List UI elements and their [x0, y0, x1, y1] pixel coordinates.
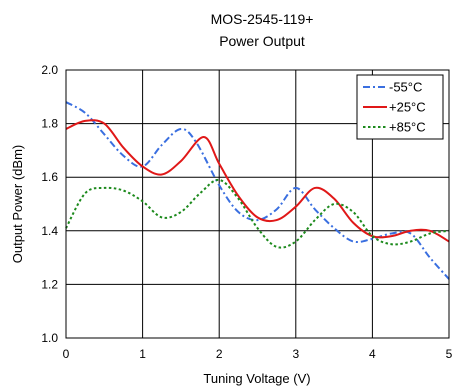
x-tick-label: 2	[216, 347, 223, 361]
legend-label-minus55c: -55°C	[389, 80, 422, 95]
y-tick-label: 1.6	[41, 170, 58, 184]
legend-label-plus25c: +25°C	[389, 100, 426, 115]
tick-labels: 0 1 2 3 4 5 1.0 1.2 1.4 1.6 1.8 2.0	[41, 63, 452, 361]
chart-title: MOS-2545-119+	[211, 11, 314, 27]
y-axis-label: Output Power (dBm)	[10, 145, 25, 264]
y-tick-label: 1.8	[41, 117, 58, 131]
chart-subtitle: Power Output	[219, 33, 305, 49]
x-axis-label: Tuning Voltage (V)	[203, 371, 310, 386]
x-tick-label: 0	[63, 347, 70, 361]
legend: -55°C +25°C +85°C	[356, 74, 444, 140]
legend-label-plus85c: +85°C	[389, 120, 426, 135]
y-tick-label: 1.4	[41, 224, 58, 238]
series-line-plus25c	[65, 119, 450, 243]
series-layer	[65, 101, 450, 280]
series-line-minus55c	[65, 101, 450, 280]
x-tick-label: 5	[446, 347, 453, 361]
x-tick-label: 4	[369, 347, 376, 361]
plot-frame	[65, 69, 450, 339]
y-tick-label: 2.0	[41, 63, 58, 77]
y-tick-label: 1.0	[41, 331, 58, 345]
x-tick-label: 1	[139, 347, 146, 361]
x-tick-label: 3	[292, 347, 299, 361]
y-tick-label: 1.2	[41, 277, 58, 291]
series-line-plus85c	[65, 178, 450, 249]
